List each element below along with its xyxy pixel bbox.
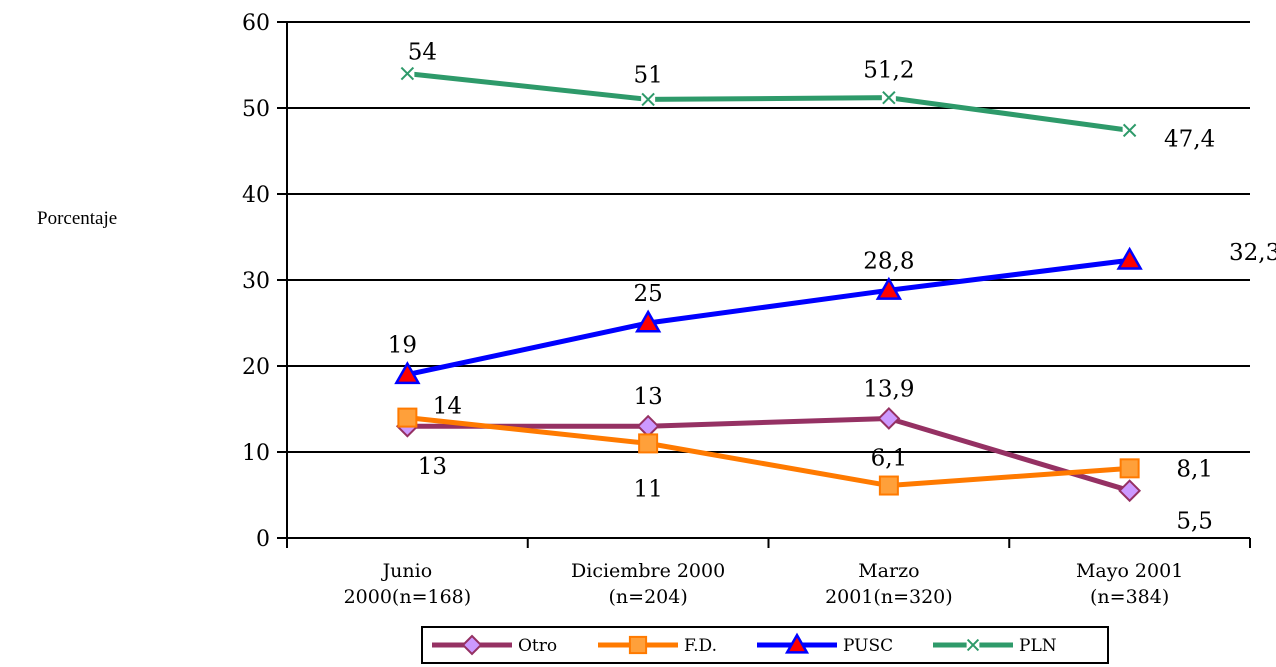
data-label-f-d: 11 xyxy=(633,476,662,502)
data-label-otro: 13,9 xyxy=(863,376,914,402)
y-tick-labels: 0 10 20 30 40 50 60 xyxy=(242,11,270,552)
marker-pusc xyxy=(1116,246,1143,270)
x-tick-labels: Junio 2000(n=168) Diciembre 2000 (n=204) Mar… xyxy=(344,560,1184,608)
series-line-pln xyxy=(407,71,1130,133)
y-tick-label: 20 xyxy=(242,355,270,380)
data-label-pln: 51,2 xyxy=(863,58,914,84)
marker-f-d xyxy=(397,407,418,428)
legend-marker-pln xyxy=(966,638,980,652)
y-tick-label: 0 xyxy=(256,527,270,552)
marker-f-d xyxy=(638,433,659,454)
legend-label-f-d: F.D. xyxy=(684,636,717,656)
gridlines xyxy=(287,21,1250,453)
legend-item-pln: PLN xyxy=(933,636,1057,656)
legend-label-pln: PLN xyxy=(1019,636,1057,656)
marker-pusc xyxy=(875,276,903,300)
legend-marker-pusc xyxy=(784,632,810,654)
marker-pln xyxy=(1122,123,1137,138)
data-label-pusc: 19 xyxy=(388,333,417,359)
data-label-pln: 47,4 xyxy=(1164,126,1215,152)
marker-pln xyxy=(400,66,415,81)
data-label-pusc: 25 xyxy=(633,281,662,307)
y-axis-title: Porcentaje xyxy=(37,208,118,229)
data-label-otro: 13 xyxy=(418,454,447,480)
y-tick-label: 10 xyxy=(242,441,270,466)
marker-otro xyxy=(1118,479,1142,503)
x-tick-label: Mayo 2001 (n=384) xyxy=(1076,560,1183,608)
x-tick-label: Diciembre 2000 (n=204) xyxy=(571,560,725,608)
x-tick-label: Marzo 2001(n=320) xyxy=(825,560,953,608)
marker-f-d xyxy=(878,475,899,496)
marker-f-d xyxy=(1119,458,1140,479)
axes xyxy=(277,21,1251,548)
marker-pusc xyxy=(634,309,662,333)
marker-pusc xyxy=(394,361,421,385)
y-tick-label: 40 xyxy=(242,183,270,208)
series-line-f-d xyxy=(407,415,1130,489)
data-labels: 13 13 13,9 5,5 14 11 6,1 8,1 19 25 28,8 32,3 54 51 51,… xyxy=(388,40,1276,535)
series-line-otro xyxy=(407,415,1131,494)
legend-label-pusc: PUSC xyxy=(843,636,893,656)
legend-label-otro: Otro xyxy=(518,636,557,656)
legend-item-pusc: PUSC xyxy=(757,632,893,656)
y-tick-label: 30 xyxy=(242,269,270,294)
data-label-pln: 54 xyxy=(408,40,437,66)
legend-marker-otro xyxy=(461,634,483,656)
legend-item-otro: Otro xyxy=(432,634,557,656)
data-label-pusc: 32,3 xyxy=(1229,240,1276,266)
x-tick-label: Junio 2000(n=168) xyxy=(344,560,472,608)
data-label-f-d: 8,1 xyxy=(1176,456,1213,482)
marker-pln xyxy=(641,92,656,107)
data-label-pusc: 28,8 xyxy=(863,248,914,274)
data-label-pln: 51 xyxy=(633,62,662,88)
legend-marker-f-d xyxy=(628,635,648,655)
data-label-f-d: 6,1 xyxy=(871,446,908,472)
marker-otro xyxy=(636,414,660,438)
data-label-otro: 13 xyxy=(633,384,662,410)
legend-item-f-d: F.D. xyxy=(598,635,717,656)
data-label-f-d: 14 xyxy=(433,394,462,420)
series-lines xyxy=(406,71,1131,494)
series-markers xyxy=(394,66,1143,503)
y-tick-label: 50 xyxy=(242,97,270,122)
legend: Otro F.D. PUSC PLN xyxy=(421,626,1109,664)
marker-pln xyxy=(881,90,896,105)
data-label-otro: 5,5 xyxy=(1176,509,1213,535)
y-tick-label: 60 xyxy=(242,11,270,36)
series-line-pusc xyxy=(406,257,1130,378)
marker-otro xyxy=(877,407,901,430)
